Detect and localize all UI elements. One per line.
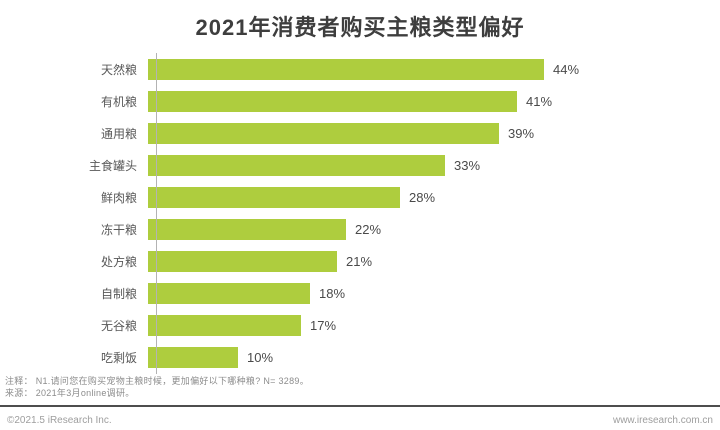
category-label: 自制粮	[100, 287, 137, 302]
bar-track: 44%	[147, 53, 720, 85]
value-label: 10%	[247, 350, 274, 366]
bar-row: 天然粮 44%	[0, 53, 720, 85]
bar	[148, 219, 346, 241]
footnotes: 注释： N1.请问您在购买宠物主粮时候，更加偏好以下哪种粮? N= 3289。 …	[5, 375, 309, 399]
chart-title: 2021年消费者购买主粮类型偏好	[195, 15, 525, 40]
bar	[148, 122, 499, 144]
bar	[148, 90, 517, 112]
bar-row: 有机粮 41%	[0, 85, 720, 117]
value-label: 44%	[553, 61, 580, 77]
bar-row: 自制粮 18%	[0, 278, 720, 310]
bar-rows: 天然粮 44% 有机粮 41% 通用粮 39% 主食罐头 33% 鲜肉粮 28% 冻干粮 22% 处方粮…	[0, 53, 720, 374]
bar-track: 10%	[147, 342, 720, 374]
footer-bar: ©2021.5 iResearch Inc. www.iresearch.com…	[0, 410, 720, 430]
bar-chart: 天然粮 44% 有机粮 41% 通用粮 39% 主食罐头 33% 鲜肉粮 28% 冻干粮 22% 处方粮…	[0, 53, 720, 374]
bar-track: 33%	[147, 149, 720, 181]
website-text: www.iresearch.com.cn	[612, 414, 713, 426]
bar	[148, 283, 310, 305]
bar-row: 冻干粮 22%	[0, 213, 720, 245]
value-label: 41%	[526, 93, 553, 109]
bar-row: 主食罐头 33%	[0, 149, 720, 181]
bar-track: 21%	[147, 246, 720, 278]
bar	[148, 58, 544, 80]
footnote-note: 注释： N1.请问您在购买宠物主粮时候，更加偏好以下哪种粮? N= 3289。	[5, 376, 309, 386]
value-label: 22%	[355, 222, 382, 238]
bar-track: 22%	[147, 213, 720, 245]
footnote-source: 来源： 2021年3月online调研。	[5, 388, 135, 398]
bar-row: 吃剩饭 10%	[0, 342, 720, 374]
bar-row: 处方粮 21%	[0, 246, 720, 278]
bar	[148, 186, 400, 208]
footer-divider	[0, 405, 720, 407]
bar	[148, 347, 238, 369]
category-label: 无谷粮	[100, 319, 137, 334]
bar-track: 39%	[147, 117, 720, 149]
value-label: 18%	[319, 286, 346, 302]
value-label: 39%	[508, 125, 535, 141]
value-label: 17%	[310, 318, 337, 334]
bar-row: 鲜肉粮 28%	[0, 181, 720, 213]
bar-row: 通用粮 39%	[0, 117, 720, 149]
bar-row: 无谷粮 17%	[0, 310, 720, 342]
value-label: 21%	[346, 254, 373, 270]
bar-track: 28%	[147, 181, 720, 213]
bar-track: 18%	[147, 278, 720, 310]
category-label: 主食罐头	[88, 158, 137, 173]
bar	[148, 251, 337, 273]
copyright-text: ©2021.5 iResearch Inc.	[7, 414, 112, 426]
category-label: 冻干粮	[100, 223, 137, 238]
category-label: 有机粮	[100, 94, 137, 109]
category-label: 天然粮	[100, 62, 137, 77]
value-label: 28%	[409, 189, 436, 205]
category-label: 处方粮	[100, 255, 137, 270]
bar	[148, 154, 445, 176]
bar-track: 17%	[147, 310, 720, 342]
value-label: 33%	[454, 157, 481, 173]
bar-track: 41%	[147, 85, 720, 117]
category-label: 鲜肉粮	[100, 190, 137, 205]
y-axis-line	[156, 53, 157, 374]
category-label: 通用粮	[100, 126, 137, 141]
bar	[148, 315, 301, 337]
category-label: 吃剩饭	[100, 351, 137, 366]
